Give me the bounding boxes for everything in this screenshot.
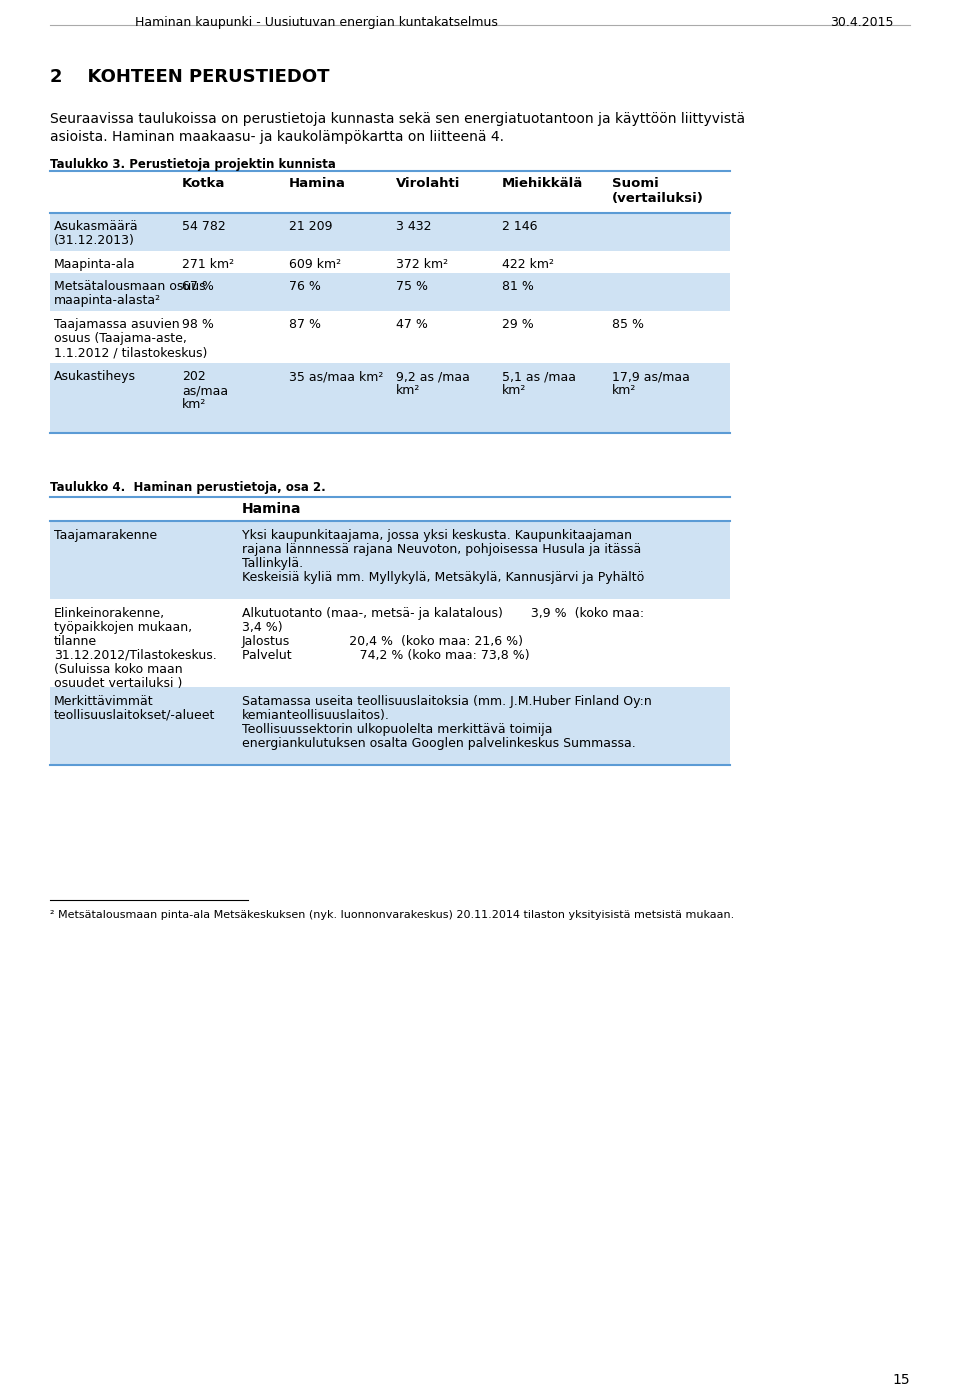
Text: Asukastiheys: Asukastiheys [54, 370, 136, 384]
Text: (Suluissa koko maan: (Suluissa koko maan [54, 663, 182, 676]
Text: Taajamarakenne: Taajamarakenne [54, 530, 157, 542]
Text: 81 %: 81 % [502, 279, 534, 293]
Text: Taajamassa asuvien: Taajamassa asuvien [54, 318, 180, 331]
Text: 31.12.2012/Tilastokeskus.: 31.12.2012/Tilastokeskus. [54, 649, 217, 662]
Bar [50, 252, 730, 272]
Text: Metsätalousmaan osuus: Metsätalousmaan osuus [54, 279, 205, 293]
Text: 67 %: 67 % [182, 279, 214, 293]
Bar [50, 213, 730, 252]
Text: osuudet vertailuksi ): osuudet vertailuksi ) [54, 677, 182, 689]
Text: Satamassa useita teollisuuslaitoksia (mm. J.M.Huber Finland Oy:n: Satamassa useita teollisuuslaitoksia (mm… [242, 695, 652, 708]
Text: Jalostus               20,4 %  (koko maa: 21,6 %): Jalostus 20,4 % (koko maa: 21,6 %) [242, 635, 524, 648]
Text: 15: 15 [893, 1373, 910, 1387]
Text: Tallinkylä.: Tallinkylä. [242, 557, 303, 570]
Text: 2    KOHTEEN PERUSTIEDOT: 2 KOHTEEN PERUSTIEDOT [50, 68, 329, 86]
Text: ² Metsätalousmaan pinta-ala Metsäkeskuksen (nyk. luonnonvarakeskus) 20.11.2014 t: ² Metsätalousmaan pinta-ala Metsäkeskuks… [50, 910, 734, 920]
Text: Virolahti: Virolahti [396, 177, 461, 190]
Text: Keskeisiä kyliä mm. Myllykylä, Metsäkylä, Kannusjärvi ja Pyhältö: Keskeisiä kyliä mm. Myllykylä, Metsäkylä… [242, 571, 644, 584]
Text: 17,9 as/maa: 17,9 as/maa [612, 370, 690, 384]
Text: (31.12.2013): (31.12.2013) [54, 234, 134, 247]
Text: (vertailuksi): (vertailuksi) [612, 192, 704, 204]
Text: km²: km² [502, 384, 526, 398]
Text: 29 %: 29 % [502, 318, 534, 331]
Text: osuus (Taajama-aste,: osuus (Taajama-aste, [54, 332, 187, 345]
Text: Teollisuussektorin ulkopuolelta merkittävä toimija: Teollisuussektorin ulkopuolelta merkittä… [242, 723, 553, 735]
Text: maapinta-alasta²: maapinta-alasta² [54, 295, 161, 307]
Text: Hamina: Hamina [242, 502, 301, 516]
Text: 3,4 %): 3,4 %) [242, 621, 282, 634]
Bar [50, 599, 730, 687]
Text: Hamina: Hamina [289, 177, 346, 190]
Text: 422 km²: 422 km² [502, 259, 554, 271]
Text: Maapinta-ala: Maapinta-ala [54, 259, 135, 271]
Text: tilanne: tilanne [54, 635, 97, 648]
Text: 2 146: 2 146 [502, 220, 538, 234]
Text: energiankulutuksen osalta Googlen palvelinkeskus Summassa.: energiankulutuksen osalta Googlen palvel… [242, 737, 636, 751]
Text: 271 km²: 271 km² [182, 259, 234, 271]
Text: Merkittävimmät: Merkittävimmät [54, 695, 154, 708]
Bar [50, 311, 730, 363]
Text: 98 %: 98 % [182, 318, 214, 331]
Text: Yksi kaupunkitaajama, jossa yksi keskusta. Kaupunkitaajaman: Yksi kaupunkitaajama, jossa yksi keskust… [242, 530, 632, 542]
Text: 35 as/maa km²: 35 as/maa km² [289, 370, 383, 384]
Text: 75 %: 75 % [396, 279, 428, 293]
Text: työpaikkojen mukaan,: työpaikkojen mukaan, [54, 621, 192, 634]
Text: Asukasmäärä: Asukasmäärä [54, 220, 138, 234]
Text: Haminan kaupunki - Uusiutuvan energian kuntakatselmus: Haminan kaupunki - Uusiutuvan energian k… [135, 17, 498, 29]
Text: 3 432: 3 432 [396, 220, 431, 234]
Text: 76 %: 76 % [289, 279, 321, 293]
Text: 87 %: 87 % [289, 318, 321, 331]
Text: 1.1.2012 / tilastokeskus): 1.1.2012 / tilastokeskus) [54, 346, 207, 359]
Text: Elinkeinorakenne,: Elinkeinorakenne, [54, 607, 165, 620]
Bar [50, 687, 730, 764]
Text: 609 km²: 609 km² [289, 259, 341, 271]
Text: teollisuuslaitokset/-alueet: teollisuuslaitokset/-alueet [54, 709, 215, 721]
Text: kemianteollisuuslaitos).: kemianteollisuuslaitos). [242, 709, 390, 721]
Bar [50, 272, 730, 311]
Text: 9,2 as /maa: 9,2 as /maa [396, 370, 469, 384]
Bar [50, 363, 730, 434]
Text: km²: km² [182, 398, 206, 411]
Text: rajana lännnessä rajana Neuvoton, pohjoisessa Husula ja itässä: rajana lännnessä rajana Neuvoton, pohjoi… [242, 543, 641, 556]
Text: 372 km²: 372 km² [396, 259, 448, 271]
Text: Suomi: Suomi [612, 177, 659, 190]
Text: Taulukko 3. Perustietoja projektin kunnista: Taulukko 3. Perustietoja projektin kunni… [50, 158, 336, 171]
Text: km²: km² [396, 384, 420, 398]
Text: 202: 202 [182, 370, 205, 384]
Text: Palvelut                 74,2 % (koko maa: 73,8 %): Palvelut 74,2 % (koko maa: 73,8 %) [242, 649, 530, 662]
Text: as/maa: as/maa [182, 384, 228, 398]
Text: Kotka: Kotka [182, 177, 226, 190]
Text: Alkutuotanto (maa-, metsä- ja kalatalous)       3,9 %  (koko maa:: Alkutuotanto (maa-, metsä- ja kalatalous… [242, 607, 644, 620]
Text: Taulukko 4.  Haminan perustietoja, osa 2.: Taulukko 4. Haminan perustietoja, osa 2. [50, 481, 325, 493]
Text: Seuraavissa taulukoissa on perustietoja kunnasta sekä sen energiatuotantoon ja k: Seuraavissa taulukoissa on perustietoja … [50, 113, 745, 126]
Text: 30.4.2015: 30.4.2015 [830, 17, 894, 29]
Text: asioista. Haminan maakaasu- ja kaukolämpökartta on liitteenä 4.: asioista. Haminan maakaasu- ja kaukolämp… [50, 131, 504, 145]
Text: 85 %: 85 % [612, 318, 644, 331]
Text: 5,1 as /maa: 5,1 as /maa [502, 370, 576, 384]
Text: 47 %: 47 % [396, 318, 428, 331]
Bar [50, 521, 730, 599]
Text: km²: km² [612, 384, 636, 398]
Text: Miehikkälä: Miehikkälä [502, 177, 584, 190]
Text: 54 782: 54 782 [182, 220, 226, 234]
Text: 21 209: 21 209 [289, 220, 332, 234]
